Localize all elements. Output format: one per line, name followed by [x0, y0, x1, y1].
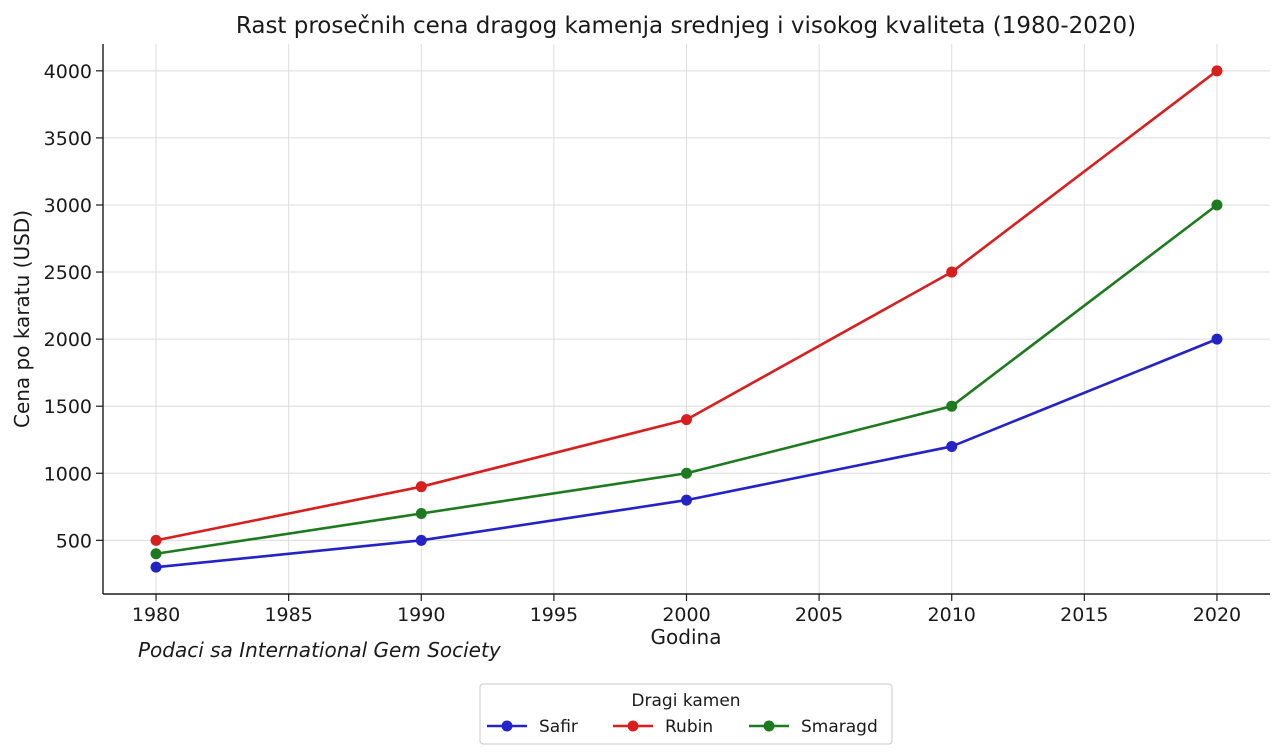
legend-items: Safir Rubin Smaragd: [487, 717, 878, 737]
legend-item-smaragd: Smaragd: [749, 717, 878, 737]
x-tick-label: 1980: [132, 604, 180, 626]
legend-label: Safir: [539, 717, 578, 737]
data-point-safir: [946, 440, 958, 452]
y-tick-label: 3000: [44, 195, 92, 217]
data-point-safir: [150, 561, 162, 573]
legend-swatch-marker: [763, 720, 775, 732]
x-tick-label: 2000: [662, 604, 710, 626]
data-point-smaragd: [150, 548, 162, 560]
y-tick-label: 1000: [44, 463, 92, 485]
x-tick-label: 2005: [795, 604, 843, 626]
series-rubin: [150, 65, 1223, 546]
source-annotation: Podaci sa International Gem Society: [138, 638, 502, 662]
data-point-rubin: [415, 481, 427, 493]
legend: Dragi kamen Safir Rubin Smaragd: [479, 683, 893, 745]
axis-ticks: 1980 1985 1990 1995 2000 2005 2010 2015 2020 500 1…: [44, 61, 1241, 626]
series-safir: [150, 333, 1223, 573]
data-point-rubin: [1211, 65, 1223, 77]
y-tick-label: 1500: [44, 396, 92, 418]
y-tick-label: 2500: [44, 262, 92, 284]
y-tick-label: 500: [56, 530, 92, 552]
legend-swatch-marker: [627, 720, 639, 732]
data-point-safir: [1211, 333, 1223, 345]
y-tick-label: 4000: [44, 61, 92, 83]
legend-item-rubin: Rubin: [613, 717, 713, 737]
data-point-smaragd: [415, 508, 427, 520]
x-axis-label: Godina: [651, 625, 722, 649]
data-point-smaragd: [681, 467, 692, 479]
data-point-smaragd: [1211, 199, 1223, 211]
legend-title: Dragi kamen: [631, 691, 740, 711]
grid-lines: [103, 44, 1270, 594]
series-layer: [150, 65, 1223, 573]
legend-swatch-marker: [501, 720, 513, 732]
data-point-safir: [681, 494, 692, 506]
x-tick-label: 2010: [928, 604, 976, 626]
y-axis-label: Cena po karatu (USD): [10, 210, 34, 428]
x-tick-label: 2015: [1060, 604, 1108, 626]
data-point-rubin: [681, 414, 692, 426]
legend-label: Rubin: [665, 717, 713, 737]
y-tick-label: 3500: [44, 128, 92, 150]
x-tick-label: 1995: [530, 604, 578, 626]
data-point-rubin: [150, 534, 162, 546]
data-point-safir: [415, 534, 427, 546]
x-tick-label: 2020: [1193, 604, 1241, 626]
legend-label: Smaragd: [801, 717, 878, 737]
data-point-rubin: [946, 266, 958, 278]
x-tick-label: 1985: [264, 604, 312, 626]
data-point-smaragd: [946, 400, 958, 412]
legend-box: [479, 683, 893, 745]
chart-title: Rast prosečnih cena dragog kamenja sredn…: [236, 13, 1136, 39]
legend-item-safir: Safir: [487, 717, 578, 737]
series-smaragd: [150, 199, 1223, 560]
x-tick-label: 1990: [397, 604, 445, 626]
y-tick-label: 2000: [44, 329, 92, 351]
